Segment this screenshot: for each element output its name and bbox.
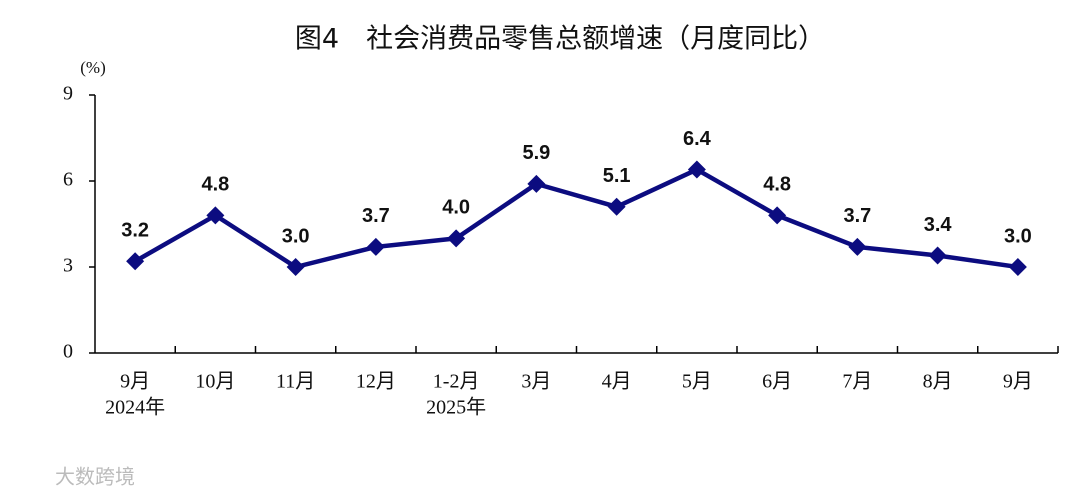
value-label: 4.8 (763, 174, 791, 196)
point (366, 237, 385, 256)
value-label: 3.0 (1004, 225, 1032, 247)
x-tick-label: 3月 (521, 371, 551, 393)
point (1008, 258, 1027, 276)
point (687, 160, 706, 179)
x-tick-label: 9月 (120, 371, 150, 393)
value-label: 4.0 (442, 197, 470, 219)
watermark: 大数跨境 (55, 465, 135, 489)
point (768, 206, 787, 225)
point (206, 206, 225, 225)
x-tick-sublabel: 2024年 (105, 396, 165, 419)
value-label: 5.1 (603, 165, 631, 187)
point (286, 258, 305, 276)
chart-title: 图4 社会消费品零售总额增速（月度同比） (295, 24, 825, 55)
x-tick-label: 8月 (923, 371, 953, 393)
point (527, 174, 546, 193)
y-unit: (%) (80, 58, 105, 77)
point (607, 197, 626, 216)
x-tick-label: 7月 (842, 371, 872, 393)
line (134, 167, 1019, 270)
value-label: 4.8 (201, 174, 229, 196)
value-label: 3.7 (362, 205, 390, 227)
point (126, 252, 145, 271)
y-tick-label: 9 (63, 83, 73, 105)
x-tick-label: 10月 (195, 371, 235, 393)
x-tick-label: 4月 (602, 371, 632, 393)
value-label: 3.2 (121, 220, 149, 242)
x-tick-label: 6月 (762, 371, 792, 393)
y-tick-label: 3 (63, 255, 73, 277)
value-label: 3.7 (843, 205, 871, 227)
point (928, 246, 947, 265)
value-label: 6.4 (683, 128, 712, 150)
value-label: 5.9 (522, 142, 550, 164)
point (848, 237, 867, 256)
x-tick-label: 11月 (276, 371, 315, 393)
x-tick-label: 1-2月 (433, 371, 480, 393)
x-tick-label: 5月 (682, 371, 712, 393)
value-label: 3.4 (924, 214, 953, 236)
value-label: 3.0 (282, 225, 310, 247)
y-tick-label: 6 (63, 169, 73, 191)
x-tick-sublabel: 2025年 (426, 396, 486, 419)
point (447, 229, 466, 248)
x-tick-label: 12月 (356, 371, 396, 393)
x-tick-label: 9月 (1003, 371, 1033, 393)
y-tick-label: 0 (63, 341, 73, 363)
